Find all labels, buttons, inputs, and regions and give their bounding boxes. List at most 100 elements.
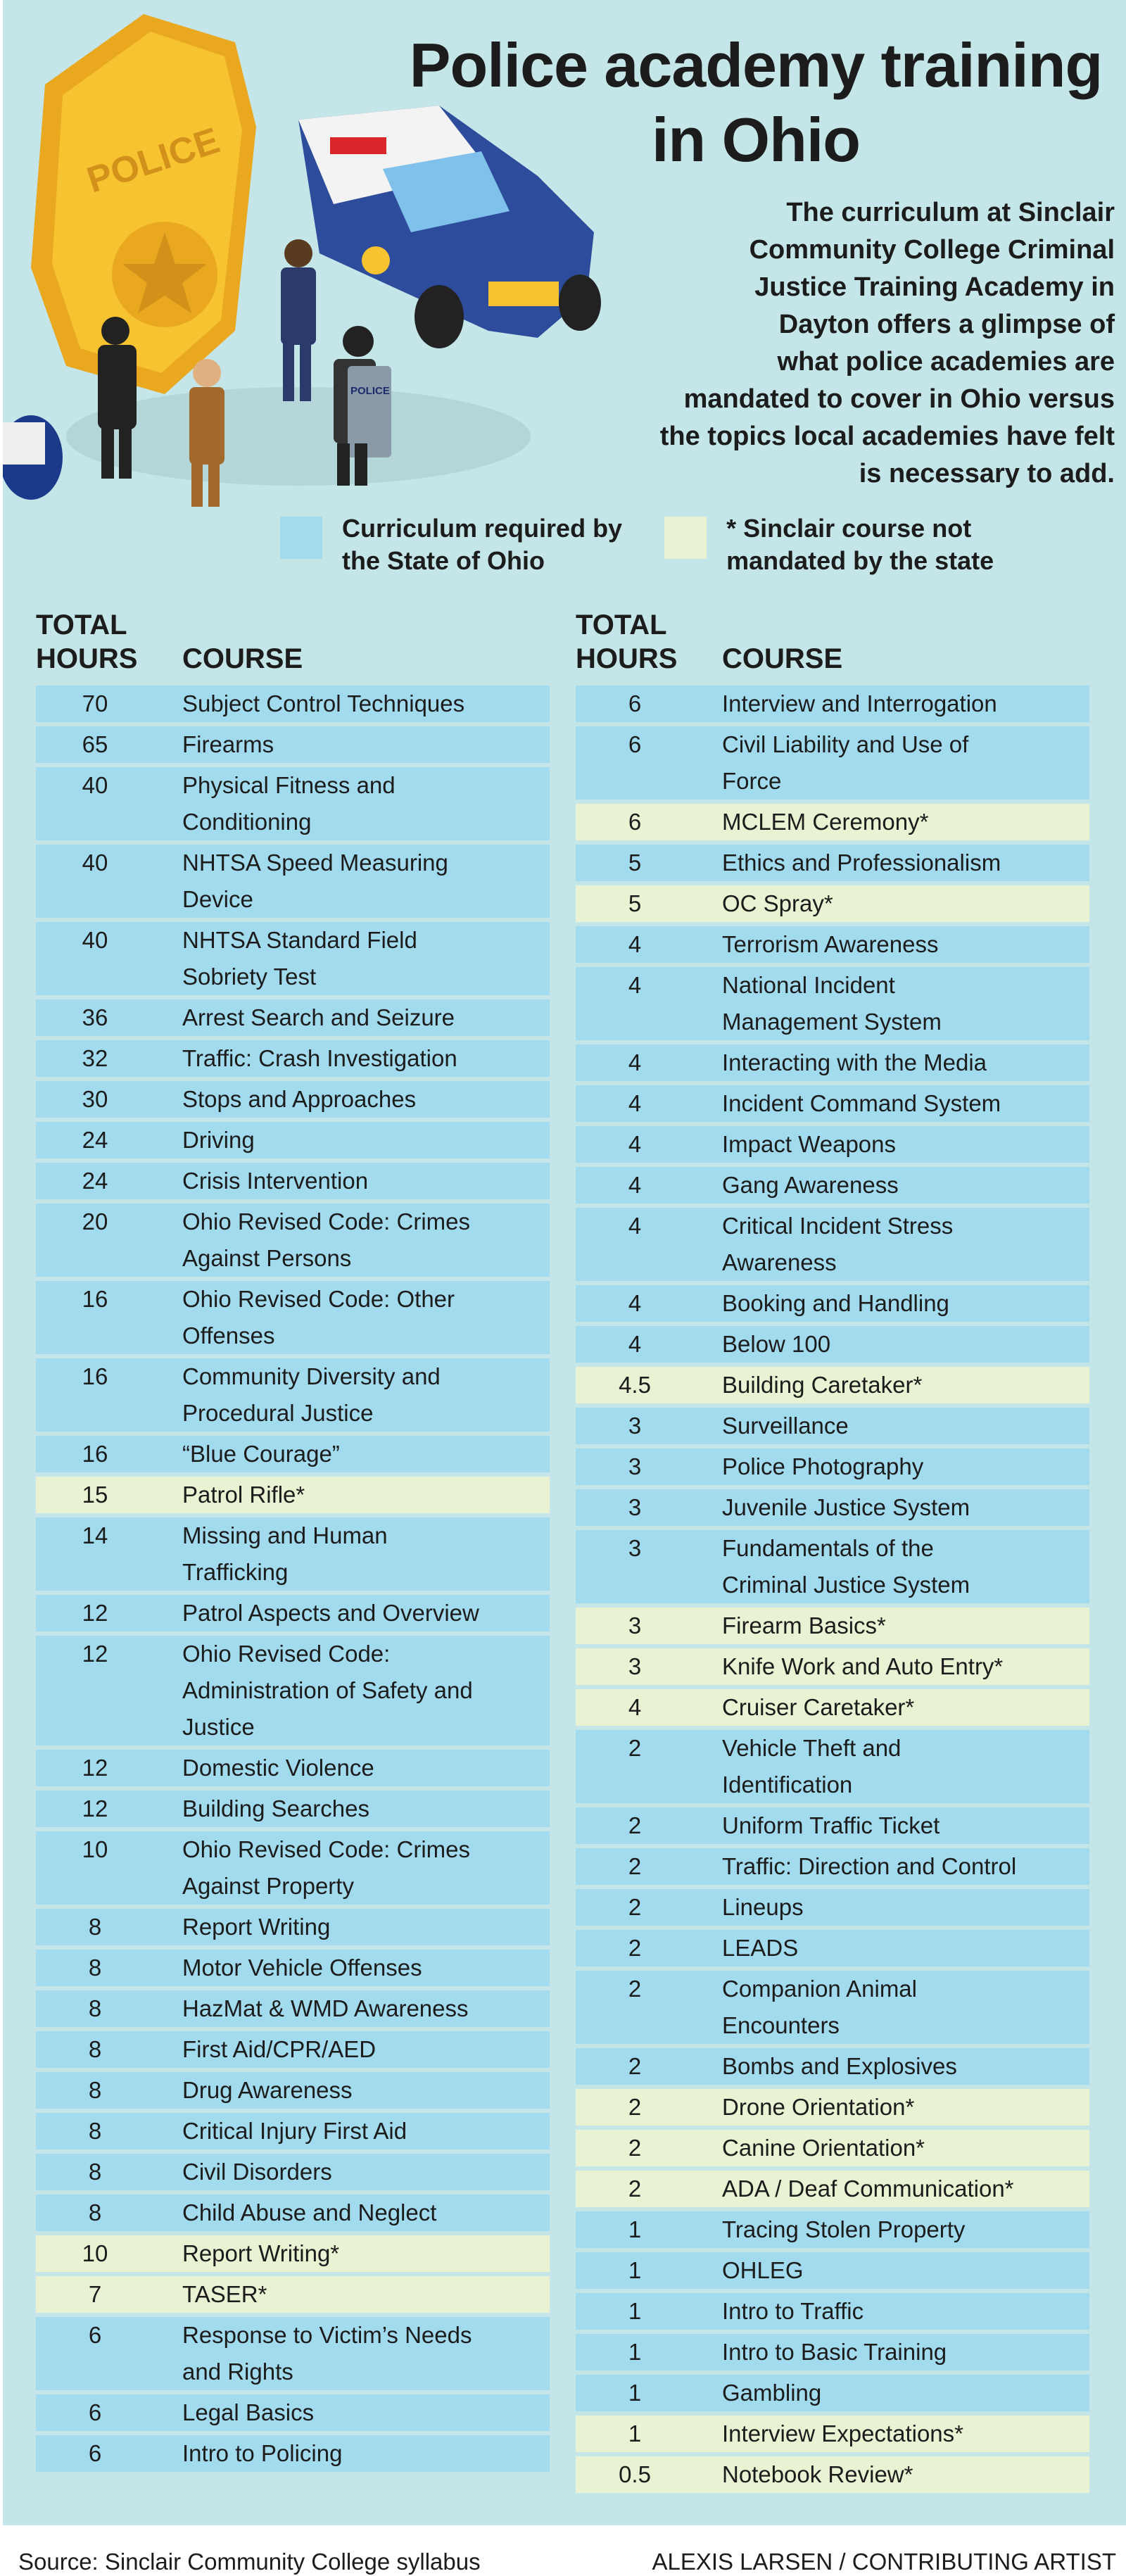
hours-cell: 12	[82, 1600, 108, 1626]
course-cell: Traffic: Crash Investigation	[182, 1045, 457, 1071]
course-cell: Knife Work and Auto Entry*	[722, 1653, 1004, 1679]
hours-cell: 16	[82, 1441, 108, 1467]
hours-cell: 6	[628, 690, 642, 716]
course-cell: Intro to Basic Training	[722, 2339, 947, 2365]
officer-figures: POLICE	[3, 239, 391, 507]
hours-cell: 8	[88, 2118, 102, 2144]
table-row: 4 Below 100	[576, 1326, 1089, 1363]
course-cell: National Incident Management System	[722, 972, 942, 1035]
hours-cell: 12	[82, 1795, 108, 1821]
course-cell: Traffic: Direction and Control	[722, 1853, 1017, 1879]
table-row: 2 Drone Orientation*	[576, 2089, 1089, 2126]
legend-swatch-sinclair	[664, 517, 707, 559]
table-row: 2 Uniform Traffic Ticket	[576, 1807, 1089, 1844]
table-row: 3 Surveillance	[576, 1408, 1089, 1444]
intro-text: The curriculum at Sinclair Community Col…	[659, 198, 1115, 488]
table-row: 6 Legal Basics	[36, 2394, 550, 2431]
hours-cell: 1	[628, 2339, 642, 2365]
table-row: 3 Firearm Basics*	[576, 1608, 1089, 1644]
table-row: 6 Civil Liability and Use of Force	[576, 726, 1089, 800]
footer: Source: Sinclair Community College sylla…	[0, 2525, 1126, 2576]
table-row: 40 Physical Fitness and Conditioning	[36, 767, 550, 840]
table-row: 12 Domestic Violence	[36, 1750, 550, 1786]
course-cell: Below 100	[722, 1331, 831, 1357]
course-cell: Building Caretaker*	[722, 1372, 923, 1398]
artist-credit: ALEXIS LARSEN / CONTRIBUTING ARTIST	[652, 2549, 1116, 2575]
ground-shadow	[66, 387, 531, 486]
hours-cell: 65	[82, 731, 108, 757]
table-row: 8 Report Writing	[36, 1909, 550, 1945]
table-row: 3 Fundamentals of the Criminal Justice Sy…	[576, 1530, 1089, 1603]
hours-cell: 8	[88, 1955, 102, 1981]
hours-cell: 8	[88, 1995, 102, 2021]
course-cell: Physical Fitness and Conditioning	[182, 772, 396, 835]
header-hours: TOTAL HOURS	[36, 610, 138, 674]
course-cell: Vehicle Theft and Identification	[722, 1735, 902, 1798]
hours-cell: 4	[628, 1331, 642, 1357]
course-cell: Driving	[182, 1127, 255, 1153]
course-cell: Ohio Revised Code: Other Offenses	[182, 1286, 455, 1349]
table-row: 5 Ethics and Professionalism	[576, 845, 1089, 881]
course-cell: Booking and Handling	[722, 1290, 949, 1316]
table-row: 10 Report Writing*	[36, 2235, 550, 2272]
table-row: 16 Community Diversity and Procedural Jus…	[36, 1358, 550, 1432]
course-cell: Bombs and Explosives	[722, 2053, 957, 2079]
table-row: 12 Ohio Revised Code: Administration of S…	[36, 1636, 550, 1745]
hours-cell: 16	[82, 1286, 108, 1312]
hours-cell: 4	[628, 1049, 642, 1075]
course-cell: Ohio Revised Code: Crimes Against Person…	[182, 1208, 470, 1271]
table-row: 8 Critical Injury First Aid	[36, 2113, 550, 2149]
course-cell: Critical Incident Stress Awareness	[722, 1213, 954, 1275]
table-row: 8 Child Abuse and Neglect	[36, 2195, 550, 2231]
course-cell: Tracing Stolen Property	[722, 2216, 966, 2242]
hours-cell: 4	[628, 1131, 642, 1157]
course-cell: Notebook Review*	[722, 2461, 913, 2487]
hours-cell: 8	[88, 1914, 102, 1940]
course-cell: Critical Injury First Aid	[182, 2118, 407, 2144]
table-row: 0.5 Notebook Review*	[576, 2456, 1089, 2493]
table-row: 36 Arrest Search and Seizure	[36, 999, 550, 1036]
hours-cell: 3	[628, 1653, 642, 1679]
table-row: 6 Response to Victim’s Needs and Rights	[36, 2317, 550, 2390]
course-cell: “Blue Courage”	[182, 1441, 340, 1467]
course-cell: MCLEM Ceremony*	[722, 809, 929, 835]
hours-cell: 2	[628, 2094, 642, 2120]
course-cell: Lineups	[722, 1894, 804, 1920]
source-note: Source: Sinclair Community College sylla…	[18, 2549, 481, 2575]
shield-text: POLICE	[350, 385, 390, 397]
table-row: 6 Intro to Policing	[36, 2435, 550, 2472]
course-cell: Report Writing*	[182, 2240, 340, 2266]
course-cell: OC Spray*	[722, 890, 833, 916]
hours-cell: 4	[628, 1694, 642, 1720]
course-cell: Juvenile Justice System	[722, 1494, 970, 1520]
hours-cell: 4	[628, 1290, 642, 1316]
course-cell: Fundamentals of the Criminal Justice Sys…	[722, 1535, 970, 1598]
hours-cell: 32	[82, 1045, 108, 1071]
course-cell: Uniform Traffic Ticket	[722, 1812, 940, 1838]
course-cell: Police Photography	[722, 1453, 924, 1479]
table-row: 1 Interview Expectations*	[576, 2416, 1089, 2452]
hours-cell: 8	[88, 2199, 102, 2225]
course-cell: OHLEG	[722, 2257, 804, 2283]
police-badge-icon: POLICE	[31, 14, 256, 394]
hours-cell: 4	[628, 972, 642, 998]
course-cell: Interacting with the Media	[722, 1049, 987, 1075]
table-row: 3 Knife Work and Auto Entry*	[576, 1648, 1089, 1685]
table-row: 7 TASER*	[36, 2276, 550, 2313]
hours-cell: 2	[628, 2135, 642, 2161]
header-text-block: Police academy training in Ohio The curr…	[397, 0, 1115, 493]
course-cell: Response to Victim’s Needs and Rights	[182, 2322, 472, 2385]
table-row: 3 Juvenile Justice System	[576, 1489, 1089, 1526]
course-cell: Legal Basics	[182, 2399, 315, 2425]
course-cell: Interview Expectations*	[722, 2420, 964, 2446]
table-row: 1 OHLEG	[576, 2252, 1089, 2289]
table-row: 24 Crisis Intervention	[36, 1163, 550, 1199]
course-cell: Crisis Intervention	[182, 1168, 369, 1194]
hours-cell: 14	[82, 1522, 108, 1548]
hours-cell: 8	[88, 2036, 102, 2062]
table-row: 2 Companion Animal Encounters	[576, 1971, 1089, 2044]
table-row: 2 LEADS	[576, 1930, 1089, 1966]
table-row: 5 OC Spray*	[576, 885, 1089, 922]
hours-cell: 0.5	[619, 2461, 651, 2487]
course-cell: Child Abuse and Neglect	[182, 2199, 437, 2225]
